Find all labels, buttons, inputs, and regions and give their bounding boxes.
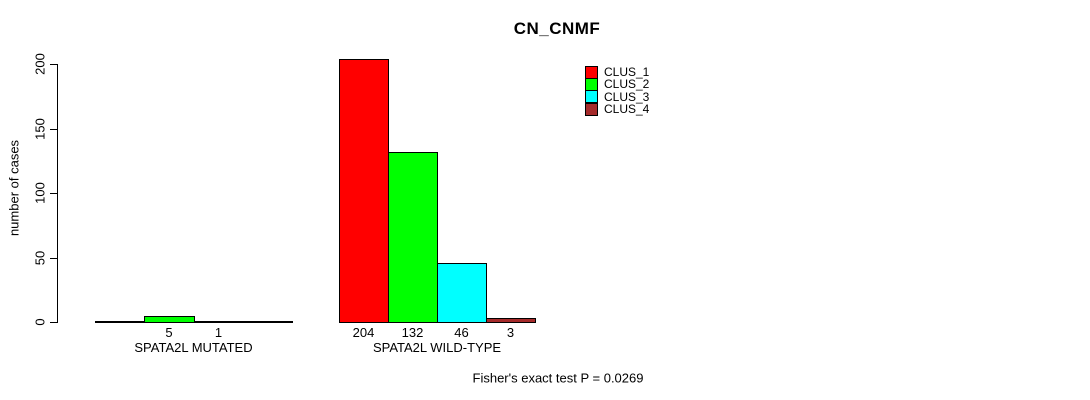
y-axis-tick bbox=[50, 193, 57, 194]
y-axis-tick-label: 0 bbox=[32, 318, 48, 326]
bar-clus-3 bbox=[194, 321, 244, 323]
bar-clus-3 bbox=[437, 263, 487, 323]
annotation-text: Fisher's exact test P = 0.0269 bbox=[472, 370, 644, 386]
legend-row: CLUS_2 bbox=[585, 77, 650, 92]
x-category-label: SPATA2L WILD-TYPE bbox=[372, 340, 502, 355]
bar-clus-1 bbox=[339, 59, 389, 323]
x-category-label: SPATA2L MUTATED bbox=[134, 340, 253, 355]
legend-swatch-clus-2 bbox=[585, 77, 598, 91]
bar-value-label: 132 bbox=[401, 325, 424, 340]
y-axis-tick-label: 100 bbox=[32, 182, 48, 204]
y-axis-label: number of cases bbox=[6, 139, 22, 237]
y-axis-tick bbox=[50, 64, 57, 65]
legend-label: CLUS_1 bbox=[604, 65, 650, 80]
legend-row: CLUS_3 bbox=[585, 89, 650, 104]
bar-value-label: 5 bbox=[165, 325, 173, 340]
bar-value-label: 204 bbox=[352, 325, 375, 340]
bar-clus-2 bbox=[144, 316, 195, 323]
legend: CLUS_1 CLUS_2 CLUS_3 CLUS_4 bbox=[585, 65, 650, 117]
chart-title: CN_CNMF bbox=[513, 19, 601, 38]
legend-swatch-clus-3 bbox=[585, 90, 598, 104]
legend-row: CLUS_1 bbox=[585, 65, 650, 80]
bar-clus-4 bbox=[486, 318, 536, 323]
y-axis-tick bbox=[50, 322, 57, 323]
bar-value-label: 46 bbox=[454, 325, 469, 340]
legend-swatch-clus-4 bbox=[585, 102, 598, 116]
y-axis-tick bbox=[50, 129, 57, 130]
bar-value-label: 1 bbox=[214, 325, 223, 340]
bar-clus-2 bbox=[388, 152, 438, 323]
legend-row: CLUS_4 bbox=[585, 102, 650, 117]
y-axis-tick bbox=[50, 258, 57, 259]
legend-label: CLUS_4 bbox=[604, 102, 650, 117]
y-axis-tick-label: 200 bbox=[32, 53, 48, 75]
legend-label: CLUS_2 bbox=[604, 77, 650, 92]
y-axis-tick-label: 50 bbox=[32, 250, 48, 266]
y-axis-tick-label: 150 bbox=[32, 118, 48, 140]
legend-label: CLUS_3 bbox=[604, 89, 650, 104]
y-axis-line bbox=[57, 64, 58, 323]
bar-value-label: 3 bbox=[506, 325, 515, 340]
legend-swatch-clus-1 bbox=[585, 65, 598, 79]
